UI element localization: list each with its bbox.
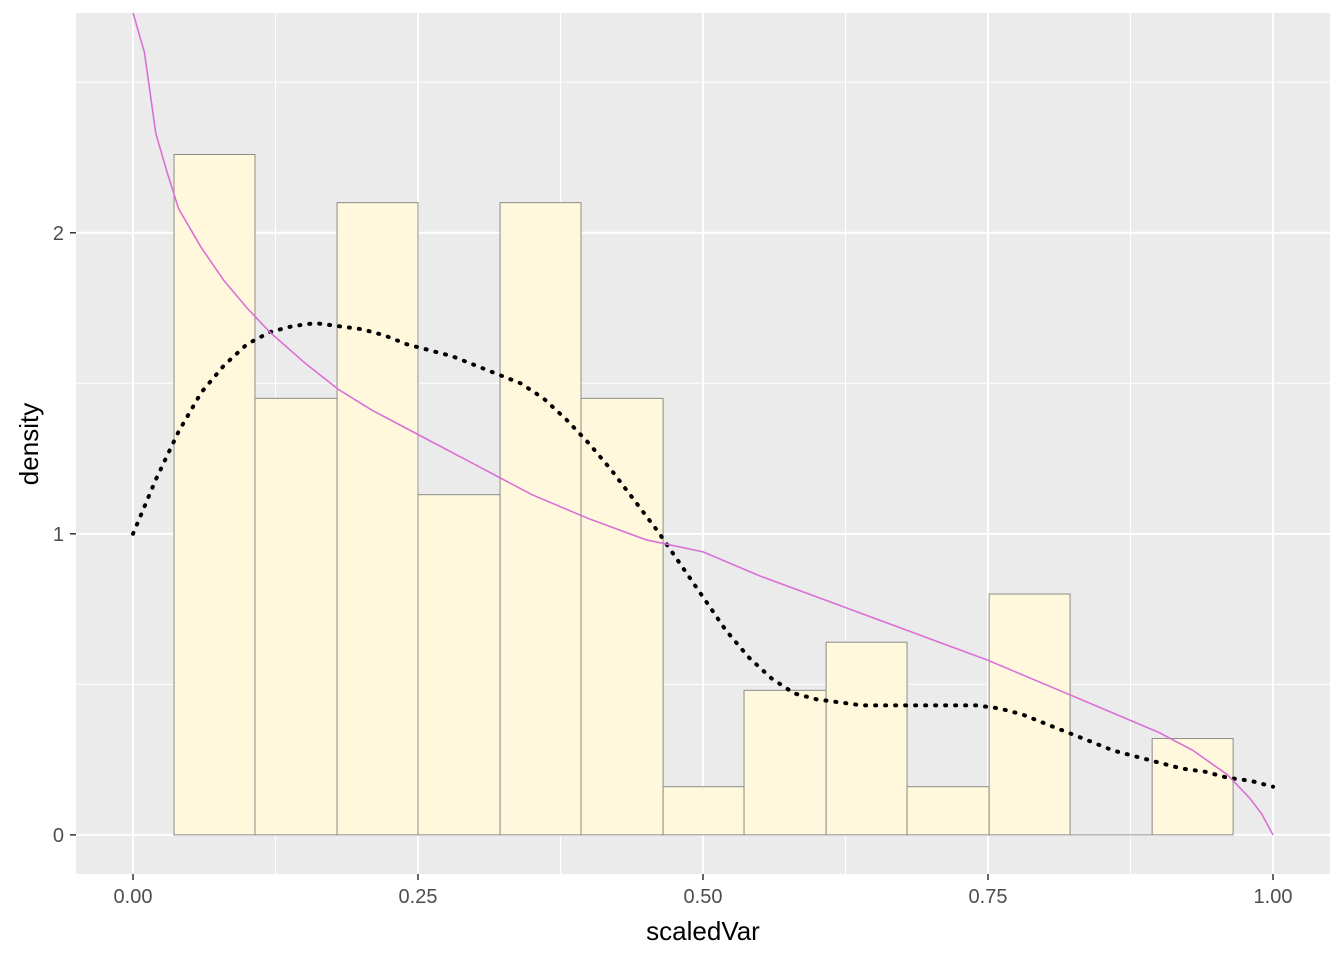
histogram-bar <box>825 641 908 836</box>
y-tick-label: 2 <box>53 223 64 245</box>
histogram-bar <box>1151 738 1234 836</box>
histogram-bar <box>417 494 501 836</box>
histogram-bar <box>173 153 256 836</box>
density-curve-solid <box>132 12 1274 836</box>
y-axis: 0 1 2 <box>53 223 76 847</box>
x-tick-label: 0.25 <box>399 886 438 908</box>
x-axis: 0.00 0.25 0.50 0.75 1.00 <box>114 874 1293 908</box>
histogram-bar <box>743 689 827 836</box>
x-axis-title: scaledVar <box>646 916 760 946</box>
grid-major <box>76 13 1330 874</box>
x-tick-label: 1.00 <box>1254 886 1293 908</box>
histogram-bars <box>173 153 1234 836</box>
y-tick-label: 0 <box>53 825 64 847</box>
x-tick-label: 0.50 <box>684 886 723 908</box>
histogram-bar <box>580 397 664 836</box>
histogram-bar <box>906 786 990 836</box>
histogram-bar <box>254 397 338 836</box>
histogram-bar <box>499 202 582 836</box>
density-lines <box>131 12 1275 836</box>
x-tick-label: 0.75 <box>969 886 1008 908</box>
x-tick-label: 0.00 <box>114 886 153 908</box>
y-tick-label: 1 <box>53 524 64 546</box>
histogram-bar <box>988 593 1071 836</box>
histogram-bar <box>662 786 745 836</box>
histogram-bar <box>336 202 419 836</box>
y-axis-title: density <box>14 403 44 485</box>
